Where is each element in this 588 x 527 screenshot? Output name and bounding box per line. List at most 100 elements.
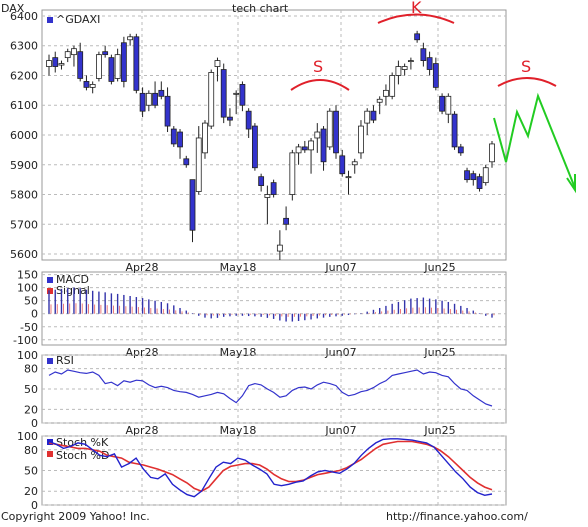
candle-body [83,81,90,88]
candle-body [314,131,321,139]
candle-body [227,116,233,121]
candle-body [177,131,183,148]
candle-body [102,51,109,56]
legend-gdaxi: ^GDAXI [56,13,100,26]
rsi-tick-label: 0 [31,417,38,430]
candle-body [245,110,252,130]
projection-line [493,92,576,189]
rsi-tick-label: 80 [24,363,38,376]
candle-body [170,128,177,145]
price-tick-label: 5800 [10,189,38,202]
candle-body [426,57,433,70]
price-tick-label: 6100 [10,99,38,112]
x-tick-label: Jun25 [423,424,455,437]
legend-signal: Signal [56,284,90,297]
stoch-tick-label: 0 [31,499,38,512]
macd-tick-label: 150 [17,269,38,282]
candle-body [139,92,146,112]
macd-tick-label: 100 [17,282,38,295]
candle-body [333,110,339,154]
rsi-tick-label: 20 [24,403,38,416]
price-tick-label: 6000 [10,129,38,142]
legend-macd: MACD [56,273,89,286]
candle-body [451,113,458,148]
legend-swatch-signal [47,288,53,294]
candle-body [489,143,495,163]
candle-body [482,167,489,184]
price-tick-label: 5700 [10,218,38,231]
macd-tick-label: -50 [20,321,38,334]
candle-body [339,155,346,175]
candle-body [152,92,158,106]
stoch-tick-label: 50 [24,465,38,478]
candle-body [364,110,371,124]
x-tick-label: Jun25 [423,261,455,274]
candle-body [233,92,240,95]
candle-body [220,69,227,118]
candle-body [308,140,314,151]
candle-body [108,57,115,82]
candle-body [189,179,196,231]
candle-body [183,158,190,166]
legend-stoch-k: Stoch %K [56,436,109,449]
candle-body [320,128,327,163]
candle-body [252,125,258,169]
candle-body [326,110,333,148]
panel-frame-2 [41,354,507,424]
candle-body [345,176,352,179]
candle-body [127,36,134,41]
panel-frame-3 [41,435,507,506]
candle-body [96,54,102,79]
candle-body [58,63,65,66]
x-tick-label: Apr28 [125,424,158,437]
candle-body [71,48,77,56]
stoch-tick-label: 80 [24,444,38,457]
arc-right-shoulder [497,77,557,87]
candle-body [358,125,364,154]
candle-body [383,89,389,97]
candle-body [145,92,152,106]
x-tick-label: Jun07 [324,424,356,437]
macd-tick-label: 0 [31,308,38,321]
candle-body [401,66,408,70]
candle-body [370,110,377,121]
candle-body [202,122,208,154]
x-tick-label: Apr28 [125,261,158,274]
candle-body [301,146,308,151]
candle-body [457,146,464,154]
candle-body [351,161,358,166]
arc-head [377,13,455,24]
legend-rsi: RSI [56,354,74,367]
macd-tick-label: 50 [24,295,38,308]
x-tick-label: May18 [220,261,257,274]
price-tick-label: 6200 [10,69,38,82]
candle-body [276,244,283,252]
candle-body [389,75,396,97]
legend-swatch-rsi [47,358,53,364]
stoch-tick-label: 20 [24,485,38,498]
arc-left-shoulder [290,79,350,91]
candle-body [164,95,171,127]
candle-body [289,152,296,195]
price-tick-label: 6400 [10,10,38,23]
rsi-tick-label: 50 [24,383,38,396]
panel-frame-0 [41,9,507,261]
rsi-line [48,369,493,407]
candle-body [46,60,52,67]
candle-body [295,146,302,154]
x-tick-label: May18 [220,346,257,359]
candle-body [464,170,470,181]
stoch-d-line [48,440,493,493]
price-tick-label: 5900 [10,159,38,172]
projection-arrow-head [566,174,576,194]
x-tick-label: Jun07 [324,346,356,359]
macd-tick-label: -100 [13,334,38,347]
candle-body [264,194,271,198]
candle-body [270,182,277,195]
candle-body [208,72,215,127]
stoch-k-line [48,438,493,498]
rsi-tick-label: 100 [17,349,38,362]
legend-swatch-stoch-d [47,451,53,457]
candle-body [470,173,477,181]
